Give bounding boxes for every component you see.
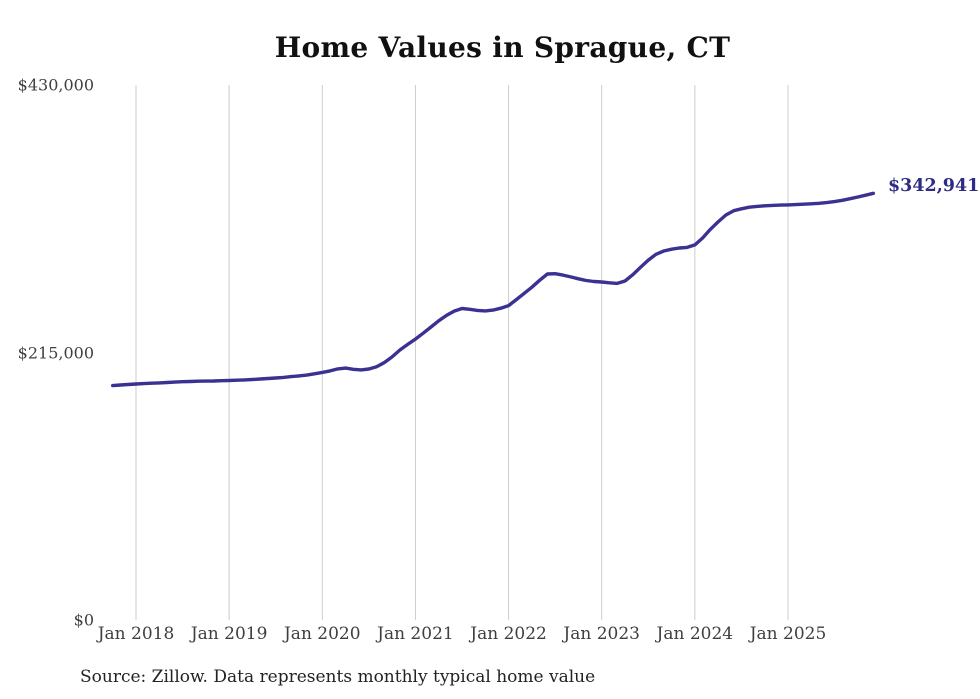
x-axis-tick-label: Jan 2023 [563, 624, 640, 644]
y-axis-tick-label: $430,000 [17, 75, 94, 95]
chart-title: Home Values in Sprague, CT [274, 31, 731, 64]
x-axis-tick-label: Jan 2022 [470, 624, 547, 644]
x-axis-tick-label: Jan 2018 [97, 624, 175, 644]
y-axis-tick-label: $215,000 [17, 343, 94, 362]
latest-value-label: $342,941 [888, 176, 980, 196]
x-axis-tick-label: Jan 2019 [190, 624, 268, 644]
source-note: Source: Zillow. Data represents monthly … [80, 667, 596, 687]
x-axis-tick-label: Jan 2020 [283, 624, 361, 644]
x-axis-tick-label: Jan 2021 [377, 624, 454, 644]
home-value-line [111, 191, 876, 388]
x-axis-tick-label: Jan 2025 [749, 624, 827, 644]
y-axis-tick-label: $0 [73, 610, 94, 630]
x-axis-tick-label: Jan 2024 [656, 624, 734, 644]
